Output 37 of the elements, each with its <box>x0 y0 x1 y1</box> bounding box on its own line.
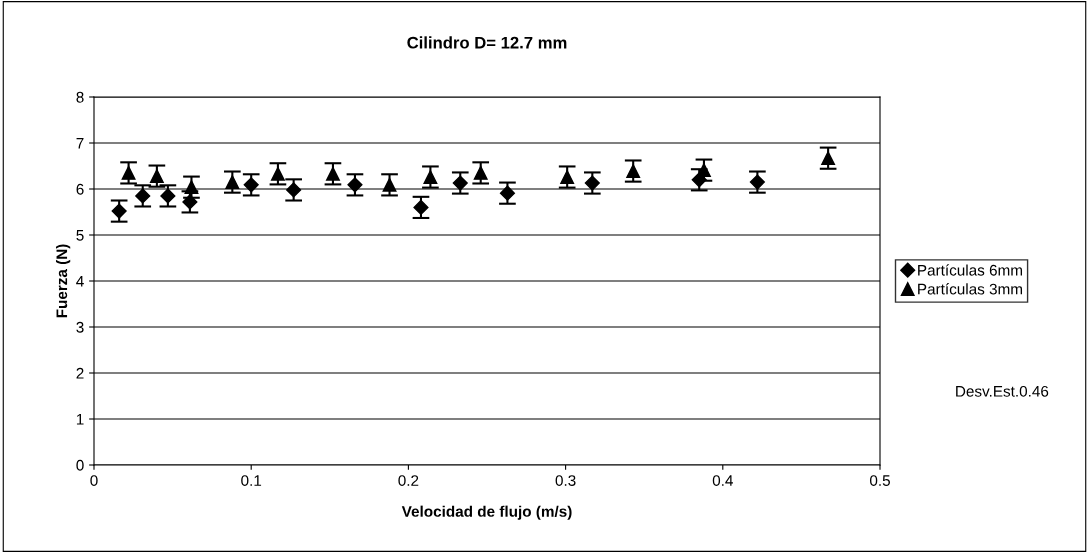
x-tick-label: 0 <box>90 475 98 486</box>
point <box>225 175 240 190</box>
point <box>696 163 711 178</box>
point <box>473 165 488 180</box>
point <box>149 169 164 184</box>
y-tick-label: 3 <box>76 321 84 333</box>
y-tick-label: 5 <box>76 230 84 241</box>
y-tick-label: 8 <box>76 91 84 103</box>
x-tick-label: 0.3 <box>555 475 576 486</box>
y-tick-label: 6 <box>76 183 84 195</box>
point <box>821 151 836 166</box>
point <box>423 170 438 184</box>
y-tick-label: 0 <box>76 459 84 471</box>
x-tick-label: 0.1 <box>241 475 262 486</box>
point <box>413 199 429 215</box>
x-tick-label: 0.4 <box>712 475 733 486</box>
y-axis-title: Fuerza (N) <box>55 244 71 318</box>
x-tick-label: 0.5 <box>869 475 890 486</box>
chart-title: Cilindro D= 12.7 mm <box>407 36 567 49</box>
point <box>270 166 285 181</box>
text: Desv.Est.0.46 <box>956 385 1049 397</box>
point <box>749 174 765 190</box>
point <box>382 177 397 192</box>
point <box>626 164 641 179</box>
point <box>325 166 340 181</box>
legend-label: Partículas 6mm <box>918 264 1022 276</box>
point <box>121 165 136 180</box>
y-tick-label: 2 <box>76 367 84 379</box>
y-tick-label: 4 <box>76 276 84 287</box>
point <box>560 170 575 184</box>
point <box>499 185 516 201</box>
y-tick-label: 7 <box>76 138 84 149</box>
x-axis-title: Velocidad de flujo (m/s) <box>401 505 572 520</box>
y-tick-label: 1 <box>76 414 84 425</box>
x-tick-label: 0.2 <box>398 475 419 486</box>
legend-label: Partículas 3mm <box>918 283 1022 295</box>
point <box>184 180 199 195</box>
